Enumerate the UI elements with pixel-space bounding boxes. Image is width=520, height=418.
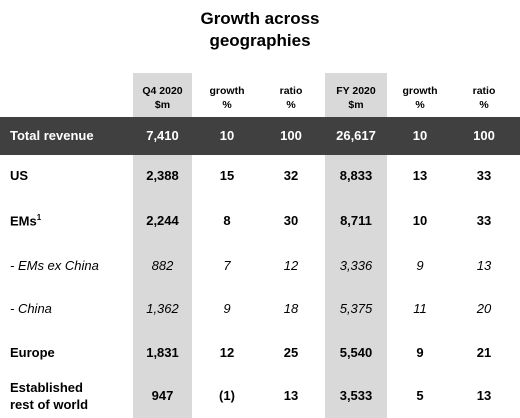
ems-q4-value: 2,244 bbox=[146, 213, 179, 228]
ems-fy-growth: 10 bbox=[412, 213, 428, 228]
erow-fy-ratio: 13 bbox=[476, 388, 492, 403]
erow-fy-value: 3,533 bbox=[339, 388, 373, 403]
ems-ex-china-fy-value: 3,336 bbox=[339, 258, 373, 273]
total-revenue-label: Total revenue bbox=[10, 128, 94, 143]
china-fy-growth: 11 bbox=[413, 301, 427, 316]
header-q4-ratio: ratio% bbox=[279, 85, 303, 111]
china-q4-value: 1,362 bbox=[146, 301, 179, 316]
erow-fy-growth: 5 bbox=[416, 388, 424, 403]
ems-ex-china-q4-growth: 7 bbox=[223, 258, 231, 273]
total-fy-value: 26,617 bbox=[336, 128, 376, 143]
footnote-marker: 1 bbox=[36, 213, 42, 222]
us-fy-value: 8,833 bbox=[339, 168, 373, 183]
europe-q4-ratio: 25 bbox=[283, 345, 299, 360]
total-q4-growth: 10 bbox=[219, 128, 235, 143]
ems-ex-china-fy-ratio: 13 bbox=[476, 258, 492, 273]
erow-q4-value: 947 bbox=[151, 388, 174, 403]
ems-ex-china-q4-ratio: 12 bbox=[283, 258, 299, 273]
total-fy-growth: 10 bbox=[412, 128, 428, 143]
ems-q4-growth: 8 bbox=[223, 213, 231, 228]
us-q4-value: 2,388 bbox=[146, 168, 179, 183]
total-fy-ratio: 100 bbox=[473, 128, 495, 143]
ems-ex-china-fy-growth: 9 bbox=[416, 258, 424, 273]
ems-ex-china-q4-value: 882 bbox=[151, 258, 174, 273]
header-q4-value: Q4 2020 $m bbox=[142, 85, 183, 111]
ems-q4-ratio: 30 bbox=[283, 213, 299, 228]
china-fy-value: 5,375 bbox=[339, 301, 373, 316]
europe-q4-value: 1,831 bbox=[146, 345, 179, 360]
europe-fy-ratio: 21 bbox=[476, 345, 492, 360]
china-fy-ratio: 20 bbox=[476, 301, 492, 316]
china-q4-ratio: 18 bbox=[283, 301, 299, 316]
europe-fy-growth: 9 bbox=[416, 345, 424, 360]
header-fy-value: FY 2020 $m bbox=[336, 85, 376, 111]
row-label-china: - China bbox=[10, 301, 52, 316]
ems-fy-ratio: 33 bbox=[476, 213, 492, 228]
europe-fy-value: 5,540 bbox=[339, 345, 373, 360]
us-q4-growth: 15 bbox=[219, 168, 235, 183]
china-q4-growth: 9 bbox=[223, 301, 231, 316]
erow-q4-ratio: 13 bbox=[283, 388, 299, 403]
title-line-2: geographies bbox=[209, 31, 311, 50]
total-q4-value: 7,410 bbox=[146, 128, 179, 143]
total-revenue-row bbox=[0, 117, 520, 155]
total-q4-ratio: 100 bbox=[280, 128, 302, 143]
row-label-established-rest-of-world: Established rest of world bbox=[10, 380, 89, 412]
page-title: Growth across geographies bbox=[0, 8, 520, 52]
row-label-europe: Europe bbox=[10, 345, 55, 360]
row-label-ems-ex-china: - EMs ex China bbox=[10, 258, 99, 273]
us-q4-ratio: 32 bbox=[283, 168, 299, 183]
header-q4-growth: growth% bbox=[209, 85, 245, 111]
erow-q4-growth: (1) bbox=[219, 388, 235, 403]
row-label-us: US bbox=[10, 168, 29, 183]
title-line-1: Growth across bbox=[200, 9, 320, 28]
us-fy-ratio: 33 bbox=[476, 168, 492, 183]
row-label-ems: EMs1 bbox=[10, 213, 42, 229]
us-fy-growth: 13 bbox=[412, 168, 428, 183]
header-fy-growth: growth% bbox=[402, 85, 438, 111]
ems-fy-value: 8,711 bbox=[340, 213, 372, 228]
header-fy-ratio: ratio% bbox=[472, 85, 496, 111]
europe-q4-growth: 12 bbox=[219, 345, 235, 360]
